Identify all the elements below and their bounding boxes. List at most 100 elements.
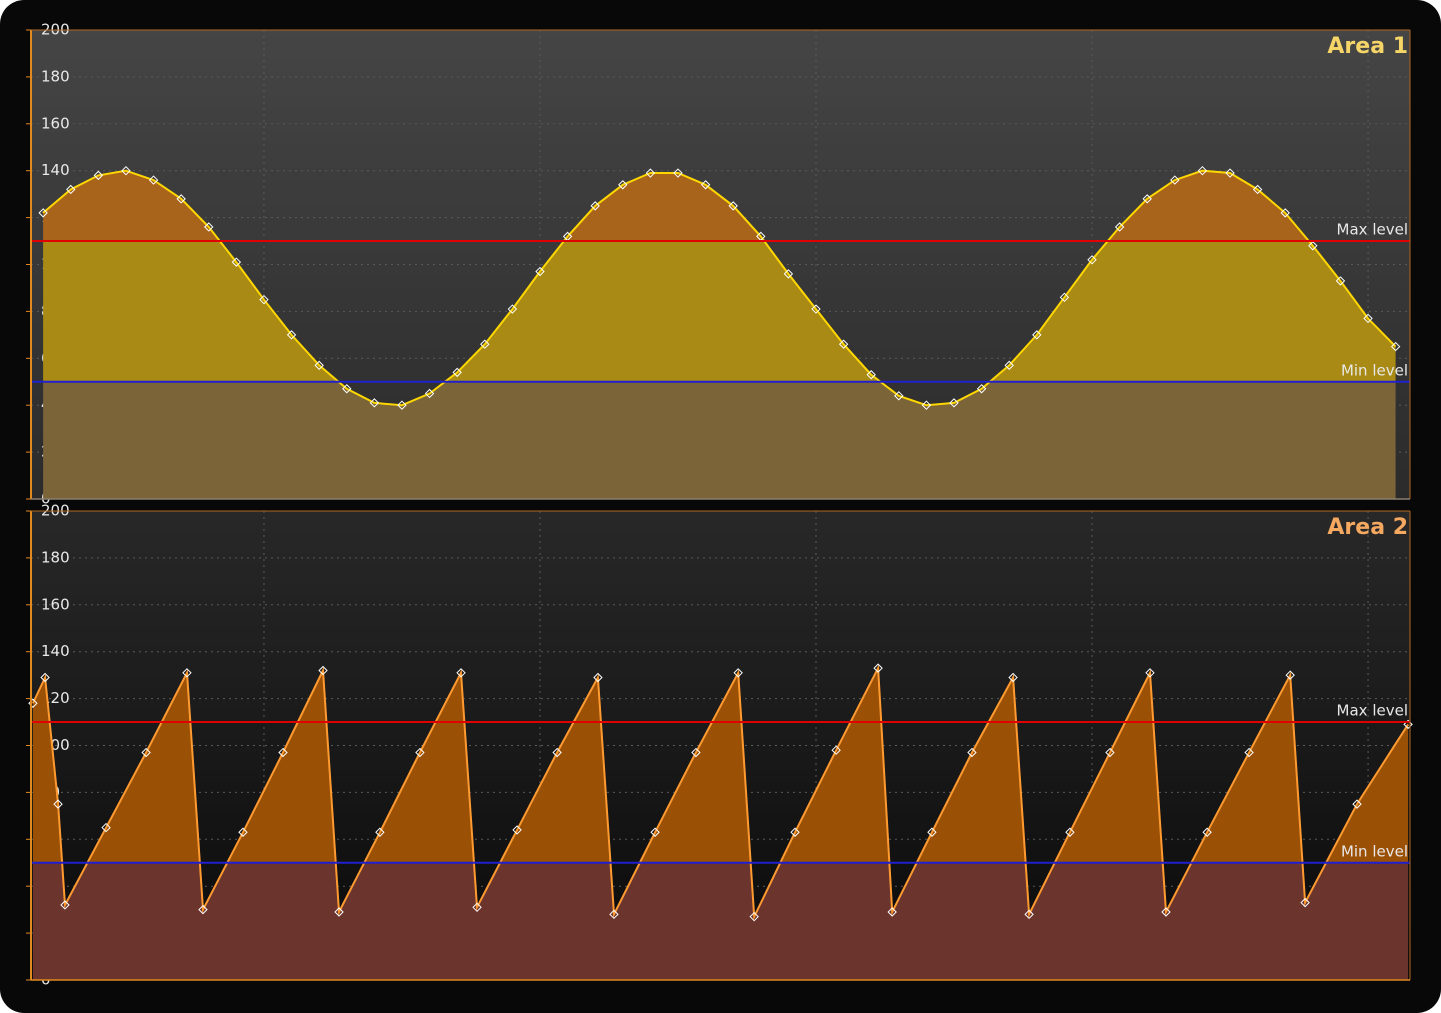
data-point xyxy=(1142,194,1152,204)
data-point xyxy=(259,294,269,305)
data-point xyxy=(535,266,545,277)
area-fill xyxy=(32,862,1409,980)
area-title: Area 1 xyxy=(1327,34,1408,59)
data-point xyxy=(334,907,344,917)
y-tick-label: 140 xyxy=(41,642,70,660)
data-point xyxy=(1225,168,1235,178)
data-point xyxy=(593,672,603,683)
reference-label: Min level xyxy=(1341,361,1408,379)
data-point xyxy=(618,180,628,190)
data-point xyxy=(811,304,821,314)
data-point xyxy=(1170,175,1180,185)
data-point xyxy=(231,257,242,267)
data-point xyxy=(1335,276,1346,286)
data-point xyxy=(749,911,759,922)
data-point xyxy=(927,827,937,837)
data-point xyxy=(783,269,794,279)
data-point xyxy=(1363,313,1373,324)
data-point xyxy=(198,904,208,915)
data-point xyxy=(733,668,743,678)
y-tick-label: 160 xyxy=(41,595,70,613)
area-fill xyxy=(43,381,1396,499)
data-point xyxy=(424,388,435,399)
data-point xyxy=(1202,827,1212,837)
data-point xyxy=(1161,907,1171,917)
data-point xyxy=(831,745,841,755)
data-point xyxy=(121,165,131,176)
data-point xyxy=(101,822,111,833)
data-point xyxy=(278,747,288,758)
data-point xyxy=(949,398,959,408)
data-point xyxy=(976,384,987,394)
data-point xyxy=(728,201,738,211)
data-point xyxy=(1032,330,1042,340)
data-point xyxy=(480,339,490,349)
y-tick-label: 180 xyxy=(41,548,70,566)
data-point xyxy=(1145,668,1155,678)
data-point xyxy=(38,208,48,218)
data-point xyxy=(1105,747,1115,758)
reference-label: Min level xyxy=(1341,842,1408,860)
y-tick-label: 140 xyxy=(41,161,70,179)
data-point xyxy=(375,827,385,837)
data-point xyxy=(1059,292,1070,303)
data-point xyxy=(1087,255,1097,265)
data-point xyxy=(1308,241,1318,251)
data-point xyxy=(921,400,932,410)
data-point xyxy=(887,907,897,917)
data-point xyxy=(397,400,407,410)
data-point xyxy=(415,747,425,758)
data-point xyxy=(700,180,711,190)
data-point xyxy=(1004,360,1014,371)
data-point xyxy=(66,184,76,195)
data-point xyxy=(53,799,63,809)
data-point xyxy=(645,168,656,178)
data-point xyxy=(1300,897,1310,908)
data-point xyxy=(204,222,214,232)
data-point xyxy=(1285,670,1295,680)
data-point xyxy=(456,668,466,678)
y-tick-label: 160 xyxy=(41,114,70,132)
data-point xyxy=(148,175,159,185)
data-point xyxy=(60,900,70,910)
data-point xyxy=(314,360,324,371)
data-point xyxy=(967,747,977,758)
data-point xyxy=(1024,909,1034,920)
data-point xyxy=(1114,222,1125,232)
area-fill xyxy=(43,170,1309,242)
data-point xyxy=(590,201,600,211)
data-point xyxy=(650,827,660,837)
data-point xyxy=(1244,747,1254,758)
data-point xyxy=(873,663,883,673)
data-point xyxy=(838,339,849,349)
data-point xyxy=(1403,719,1413,730)
reference-label: Max level xyxy=(1337,221,1408,239)
data-point xyxy=(182,668,192,678)
data-point xyxy=(286,330,297,340)
data-point xyxy=(176,194,186,204)
area-title: Area 2 xyxy=(1327,515,1408,540)
data-point xyxy=(1280,208,1290,218)
data-line xyxy=(31,664,1409,921)
data-point xyxy=(609,909,619,920)
data-point xyxy=(1197,165,1208,176)
data-point xyxy=(40,672,50,683)
data-point xyxy=(472,902,482,913)
data-point xyxy=(342,384,352,394)
data-point xyxy=(1008,672,1018,683)
data-point xyxy=(866,370,876,380)
data-point xyxy=(238,827,248,837)
data-point xyxy=(141,747,151,758)
data-point xyxy=(894,391,904,401)
data-point xyxy=(691,747,701,758)
data-line xyxy=(42,169,1397,407)
data-point xyxy=(790,827,800,837)
data-point xyxy=(673,168,683,178)
data-point xyxy=(1352,799,1362,809)
data-point xyxy=(1065,827,1075,837)
data-point xyxy=(1390,341,1401,352)
area-fill xyxy=(43,241,1396,382)
reference-label: Max level xyxy=(1337,702,1408,720)
area-fill xyxy=(32,722,1409,863)
